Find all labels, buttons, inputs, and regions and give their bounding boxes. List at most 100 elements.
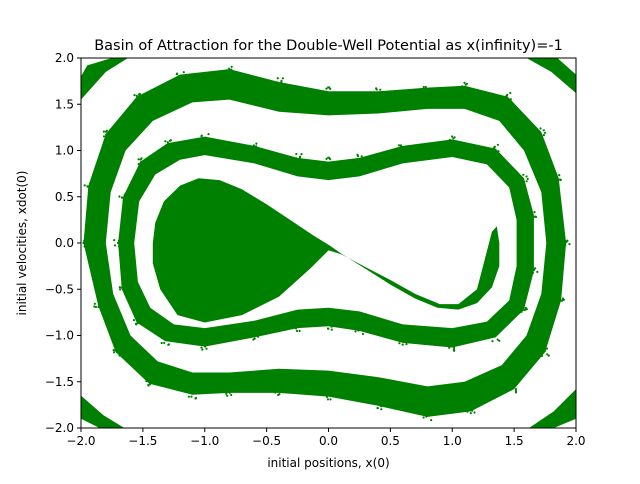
y-tick-label: −0.5 (45, 282, 74, 296)
scatter-point (379, 405, 383, 408)
scatter-point (118, 354, 121, 357)
scatter-point (94, 305, 98, 309)
x-tick-label: 0.5 (381, 434, 400, 448)
scatter-point (132, 319, 136, 322)
scatter-point (277, 388, 280, 391)
scatter-point (426, 414, 429, 417)
chart-title: Basin of Attraction for the Double-Well … (94, 38, 563, 54)
scatter-point (205, 347, 208, 350)
scatter-point (451, 135, 454, 138)
scatter-point (533, 211, 536, 214)
scatter-point (160, 341, 163, 345)
scatter-point (147, 383, 150, 387)
scatter-point (329, 93, 332, 96)
scatter-point (249, 147, 253, 150)
x-tick-label: 0.0 (319, 434, 338, 448)
scatter-point (276, 77, 279, 80)
y-tick-label: 0.5 (55, 190, 74, 204)
scatter-point (521, 309, 524, 312)
scatter-point (449, 342, 452, 345)
scatter-point (122, 287, 125, 291)
scatter-point (379, 88, 382, 91)
scatter-point (562, 298, 566, 301)
x-tick-label: −0.5 (252, 434, 281, 448)
scatter-point (97, 303, 101, 306)
scatter-point (120, 286, 123, 289)
scatter-point (169, 139, 172, 142)
scatter-point (525, 180, 528, 183)
scatter-point (134, 322, 138, 325)
scatter-point (452, 346, 456, 349)
scatter-point (465, 82, 468, 85)
scatter-point (496, 332, 499, 335)
x-tick-label: 2.0 (566, 434, 585, 448)
scatter-point (564, 244, 567, 247)
scatter-point (329, 398, 332, 401)
scatter-point (135, 99, 138, 102)
x-tick-label: 1.5 (505, 434, 524, 448)
scatter-point (252, 332, 255, 335)
scatter-point (373, 402, 376, 405)
scatter-point (295, 152, 298, 156)
scatter-point (525, 308, 528, 311)
scatter-point (541, 349, 544, 353)
scatter-point (119, 288, 122, 291)
scatter-point (504, 95, 508, 98)
scatter-point (182, 71, 185, 74)
scatter-point (360, 326, 363, 329)
scatter-point (506, 98, 509, 101)
scatter-point (228, 67, 231, 70)
scatter-point (194, 397, 197, 400)
scatter-point (538, 133, 542, 136)
scatter-point (422, 416, 425, 419)
scatter-point (329, 163, 332, 167)
scatter-point (163, 341, 166, 344)
scatter-point (472, 406, 475, 409)
scatter-point (323, 91, 327, 94)
scatter-point (399, 144, 403, 147)
scatter-point (226, 390, 230, 393)
scatter-point (403, 341, 406, 344)
scatter-point (497, 150, 500, 153)
scatter-point (376, 91, 379, 95)
scatter-point (202, 343, 205, 347)
scatter-point (327, 327, 330, 330)
scatter-point (379, 402, 382, 405)
scatter-point (448, 346, 451, 349)
scatter-point (204, 137, 207, 140)
scatter-point (276, 81, 279, 84)
scatter-point (325, 157, 328, 160)
scatter-point (89, 182, 92, 185)
scatter-point (529, 211, 532, 214)
scatter-point (274, 391, 277, 394)
scatter-point (257, 335, 260, 338)
scatter-point (83, 239, 86, 242)
scatter-point (463, 87, 466, 90)
scatter-point (138, 92, 141, 96)
scatter-point (252, 144, 255, 147)
scatter-point (249, 335, 252, 339)
scatter-point (559, 178, 562, 182)
scatter-point (526, 177, 529, 181)
scatter-point (514, 390, 518, 393)
scatter-point (113, 239, 116, 242)
scatter-point (525, 175, 528, 178)
scatter-point (522, 173, 525, 176)
basin-region-corner-0 (81, 58, 128, 100)
scatter-point (252, 338, 255, 341)
scatter-point (254, 147, 257, 150)
scatter-points (81, 58, 576, 428)
scatter-point (281, 391, 284, 394)
scatter-point (294, 327, 298, 330)
scatter-point (125, 197, 128, 200)
scatter-point (118, 245, 121, 248)
scatter-point (528, 217, 532, 220)
scatter-point (509, 91, 512, 95)
scatter-point (355, 160, 358, 163)
scatter-point (466, 410, 469, 413)
scatter-point (530, 269, 533, 272)
scatter-point (295, 329, 299, 333)
scatter-point (112, 349, 115, 352)
scatter-point (228, 391, 231, 394)
scatter-point (188, 390, 191, 393)
